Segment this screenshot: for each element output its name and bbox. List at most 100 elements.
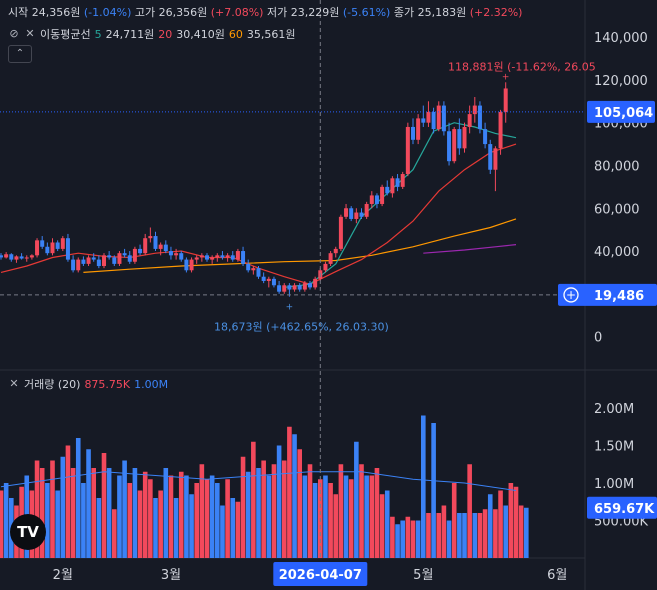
volume-bar — [395, 524, 400, 558]
candle-body — [400, 174, 405, 187]
add-alert-icon — [563, 287, 579, 303]
low-marker: + — [286, 303, 294, 313]
candle-body — [503, 88, 508, 112]
volume-tick-label: 2.00M — [594, 402, 634, 417]
collapse-legend-button[interactable]: ⌃ — [8, 45, 32, 63]
volume-bar — [467, 464, 472, 558]
ma60-value: 35,561원 — [246, 28, 296, 41]
volume-bar — [101, 453, 107, 558]
volume-bar — [142, 471, 148, 558]
candle-body — [380, 186, 385, 204]
candle-body — [374, 195, 379, 204]
volume-bar — [487, 494, 493, 558]
ma5-line — [284, 122, 517, 288]
candle-body — [282, 285, 287, 292]
volume-badge — [587, 496, 657, 519]
volume-bar — [96, 498, 102, 558]
candle-body — [91, 257, 96, 260]
volume-bar — [333, 494, 339, 558]
low-change: (-5.61%) — [342, 6, 391, 19]
candle-body — [297, 285, 302, 290]
volume-badge-label: 659.67K — [594, 502, 655, 517]
volume-bar — [348, 479, 354, 558]
volume-bar — [498, 490, 503, 558]
candle-body — [14, 256, 19, 260]
candle-body — [230, 255, 235, 260]
current-price-label: 105,064 — [594, 106, 653, 121]
close-value: 25,183원 — [417, 6, 467, 19]
close-icon[interactable]: ✕ — [9, 377, 19, 390]
volume-bar — [117, 475, 122, 558]
volume-bar — [405, 516, 411, 558]
candle-body — [60, 238, 65, 249]
candle-body — [344, 208, 349, 217]
candle-body — [313, 278, 318, 288]
open-value: 24,356원 — [31, 6, 81, 19]
candle-body — [35, 240, 40, 256]
volume-bar — [204, 479, 210, 558]
volume-bar — [369, 475, 375, 558]
volume-bar — [462, 513, 467, 558]
candle-body — [184, 259, 189, 271]
volume-bar — [215, 483, 220, 558]
time-tick-label: 5월 — [413, 568, 433, 583]
ma120-line — [423, 244, 517, 254]
open-change: (-1.04%) — [83, 6, 132, 19]
candle-body — [148, 236, 153, 239]
volume-bar — [421, 415, 426, 558]
volume-bar — [338, 464, 344, 558]
volume-bar — [261, 460, 266, 558]
volume-bar — [441, 505, 447, 558]
volume-bar — [379, 494, 385, 558]
candle-body — [477, 105, 482, 130]
visibility-toggle-icon[interactable]: ⊘ — [9, 27, 19, 40]
current-price-badge — [587, 100, 655, 123]
candle-body — [462, 126, 467, 149]
crosshair-overlay: 118,881원 (-11.62%, 26.05++18,673원 (+462.… — [0, 0, 596, 558]
candle-body — [19, 256, 24, 259]
volume-bar — [50, 460, 55, 558]
low-annotation: 18,673원 (+462.65%, 26.03.30) — [214, 321, 389, 334]
volume-bar — [60, 456, 66, 558]
volume-bar — [431, 423, 436, 558]
candle-body — [277, 285, 282, 292]
candle-body — [441, 105, 446, 132]
volume-bar — [446, 520, 452, 558]
candle-body — [45, 246, 50, 254]
candle-body — [117, 253, 122, 264]
volume-bar — [225, 479, 230, 558]
close-icon[interactable]: ✕ — [25, 27, 35, 40]
volume-bar — [81, 483, 86, 558]
price-tick-label: 60,000 — [594, 202, 640, 217]
ma5-value: 24,711원 — [105, 28, 155, 41]
volume-bar — [374, 468, 380, 558]
candle-body — [287, 285, 292, 290]
candle-body — [364, 203, 369, 217]
volume-bar — [493, 509, 498, 558]
volume-value: 875.75K — [84, 377, 131, 391]
candle-body — [488, 144, 493, 170]
close-change: (+2.32%) — [469, 6, 523, 19]
volume-bar — [75, 438, 81, 558]
candle-body — [395, 178, 400, 187]
volume-bar — [163, 468, 169, 558]
tradingview-logo-icon[interactable]: TV — [10, 514, 46, 550]
candle-body — [194, 257, 199, 260]
candle-body — [220, 255, 225, 258]
volume-bar — [168, 475, 174, 558]
volume-bar — [302, 475, 308, 558]
volume-bar — [307, 464, 313, 558]
volume-bar — [518, 505, 524, 558]
ma-legend-title: 이동평균선 — [40, 28, 91, 41]
candle-body — [251, 268, 256, 271]
volume-bar — [390, 516, 395, 558]
candle-body — [65, 238, 70, 260]
high-label: 고가 — [134, 6, 156, 19]
volume-bar — [0, 490, 4, 558]
ma60-line — [83, 218, 517, 273]
candle-body — [493, 148, 498, 170]
volume-series — [0, 415, 529, 558]
candle-body — [225, 255, 230, 258]
volume-bar — [199, 464, 205, 558]
